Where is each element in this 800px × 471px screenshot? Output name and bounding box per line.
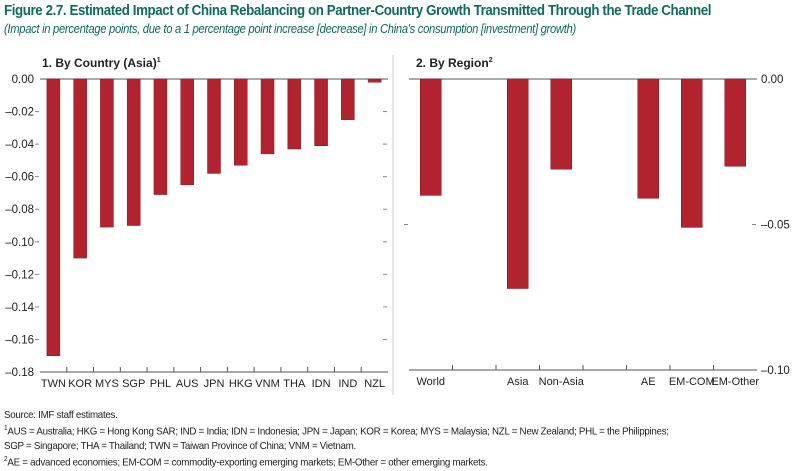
x-category-label: Non-Asia <box>539 376 585 388</box>
bar-kor <box>73 78 87 259</box>
bar-hkg <box>234 78 248 166</box>
footnotes: Source: IMF staff estimates. 1AUS = Aust… <box>4 408 669 469</box>
footnote-1-cont: SGP = Singapore; THA = Thailand; TWN = T… <box>4 439 356 452</box>
bar-ind <box>341 78 355 120</box>
x-category-label: TWN <box>41 378 66 390</box>
y-tick-label: –0.04 <box>5 139 34 151</box>
panel-by-country: 1. By Country (Asia)1 0.00 –0.02 –0.04 –0.0… <box>5 56 388 390</box>
x-category-label: PHL <box>150 378 171 390</box>
x-category-label: EM-COM <box>669 376 715 388</box>
bar-mys <box>100 78 114 228</box>
bar-aus <box>180 78 194 186</box>
bar-ae <box>637 78 659 199</box>
bar-em-other <box>724 78 746 167</box>
bar-sgp <box>126 78 141 226</box>
panel-title-by-region: 2. By Region2 <box>416 56 493 70</box>
x-category-label: SGP <box>122 378 145 390</box>
bar-twn <box>46 78 61 356</box>
x-category-label: VNM <box>255 378 279 390</box>
figure-title: Figure 2.7. Estimated Impact of China Re… <box>4 3 712 19</box>
panel-by-region: 2. By Region2 0.00 –0.05 –0.10 World Asia Non… <box>404 56 790 388</box>
x-category-label: IDN <box>312 378 331 390</box>
x-category-label: KOR <box>68 378 92 390</box>
bar-world <box>420 78 442 196</box>
figure-subtitle: (Impact in percentage points, due to a 1… <box>4 22 576 36</box>
source-note: Source: IMF staff estimates. <box>4 409 118 421</box>
bar-phl <box>153 78 168 195</box>
x-category-label: MYS <box>95 378 119 390</box>
bar-idn <box>314 78 328 146</box>
bar-nzl <box>367 78 382 83</box>
bar-non-asia <box>550 78 572 170</box>
y-tick-label: –0.08 <box>5 204 34 216</box>
x-category-label: AE <box>641 376 656 388</box>
chart-canvas: 1. By Country (Asia)1 0.00 –0.02 –0.04 –0.0… <box>5 55 790 395</box>
y-tick-label: –0.18 <box>5 367 34 379</box>
y-tick-label: –0.06 <box>5 172 34 184</box>
x-category-label: EM-Other <box>711 376 759 388</box>
footnote-2: 2AE = advanced economies; EM-COM = commo… <box>4 455 488 469</box>
bar-asia <box>507 78 529 289</box>
panel-title-by-country: 1. By Country (Asia)1 <box>42 56 161 70</box>
x-category-label: IND <box>338 378 357 390</box>
x-category-label: Asia <box>507 376 529 388</box>
y-tick-label: –0.02 <box>5 107 34 119</box>
x-category-label: NZL <box>364 378 385 390</box>
x-category-label: AUS <box>176 378 199 390</box>
y-tick-label: 0.00 <box>761 74 783 86</box>
x-category-label: HKG <box>229 378 253 390</box>
bar-em-com <box>681 78 703 228</box>
bar-jpn <box>207 78 221 174</box>
y-tick-label: –0.10 <box>5 237 34 249</box>
y-tick-label: –0.10 <box>761 365 790 377</box>
x-category-label: JPN <box>204 378 225 390</box>
footnote-1: 1AUS = Australia; HKG = Hong Kong SAR; I… <box>4 425 669 438</box>
y-tick-label: 0.00 <box>12 74 34 86</box>
y-tick-label: –0.16 <box>5 334 34 346</box>
y-tick-label: –0.12 <box>5 269 34 281</box>
y-tick-label: –0.14 <box>5 302 34 314</box>
bar-vnm <box>260 78 275 155</box>
bar-tha <box>287 78 302 150</box>
x-category-label: THA <box>283 378 306 390</box>
y-tick-label: –0.05 <box>761 220 790 232</box>
x-category-label: World <box>416 376 445 388</box>
